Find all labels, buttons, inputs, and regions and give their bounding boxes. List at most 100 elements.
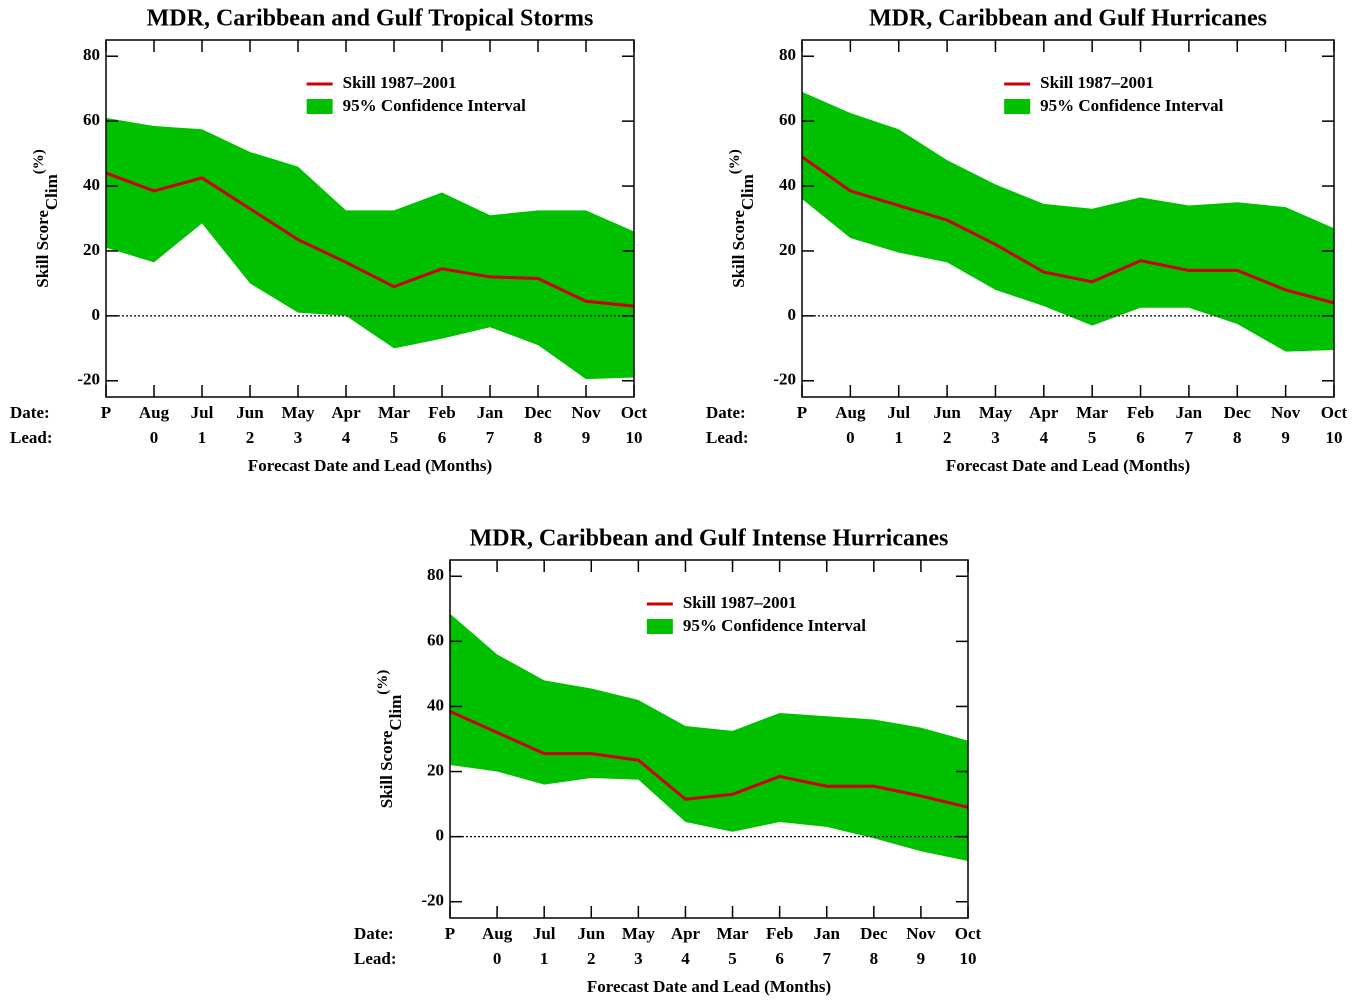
lead-label: 1 bbox=[198, 428, 207, 447]
x-tick-label: Jun bbox=[236, 403, 264, 422]
legend-label: 95% Confidence Interval bbox=[343, 96, 526, 115]
x-tick-label: May bbox=[979, 403, 1013, 422]
x-tick-label: Jan bbox=[1176, 403, 1203, 422]
x-tick-label: Jul bbox=[191, 403, 214, 422]
chart-title: MDR, Caribbean and Gulf Tropical Storms bbox=[147, 6, 594, 32]
x-axis-label: Forecast Date and Lead (Months) bbox=[248, 456, 492, 475]
lead-label: 3 bbox=[294, 428, 303, 447]
y-label-sup: (%) bbox=[727, 149, 743, 174]
lead-label: 1 bbox=[894, 428, 903, 447]
skill-line bbox=[105, 171, 635, 308]
legend-swatch bbox=[646, 619, 673, 634]
lead-label: 2 bbox=[943, 428, 952, 447]
lead-label: 0 bbox=[846, 428, 855, 447]
lead-label: 3 bbox=[634, 949, 643, 968]
lead-label: 7 bbox=[486, 428, 495, 447]
y-tick-label: 40 bbox=[427, 695, 444, 714]
confidence-band bbox=[450, 613, 968, 862]
x-tick-label: Jan bbox=[813, 924, 840, 943]
lead-label: 9 bbox=[917, 949, 926, 968]
x-tick-label: Dec bbox=[860, 924, 888, 943]
x-tick-label: Feb bbox=[1127, 403, 1154, 422]
y-label-main: Skill Score bbox=[33, 210, 52, 288]
plot-frame bbox=[801, 39, 1335, 398]
panel: -20 0 20 40 60 80 P Aug 0 Jul 1 Jun 2 May 3 Apr 4 Mar 5 Feb… bbox=[706, 6, 1348, 475]
y-tick-label: -20 bbox=[421, 891, 444, 910]
x-tick-label: Jun bbox=[578, 924, 606, 943]
lead-label: 0 bbox=[150, 428, 159, 447]
x-tick-label: Apr bbox=[331, 403, 361, 422]
y-label-sub: Clim bbox=[42, 174, 61, 210]
y-tick-label: 80 bbox=[83, 45, 100, 64]
lead-label: 3 bbox=[991, 428, 1000, 447]
x-tick-label: Mar bbox=[1076, 403, 1109, 422]
lead-label: 8 bbox=[1233, 428, 1242, 447]
y-tick-label: -20 bbox=[773, 370, 796, 389]
y-tick-label: 0 bbox=[436, 826, 445, 845]
x-axis-label: Forecast Date and Lead (Months) bbox=[946, 456, 1190, 475]
x-tick-label: May bbox=[281, 403, 315, 422]
lead-label: 2 bbox=[246, 428, 255, 447]
x-tick-label: Aug bbox=[139, 403, 170, 422]
confidence-band bbox=[106, 117, 634, 380]
date-row-label: Date: bbox=[10, 403, 50, 422]
y-label-sup: (%) bbox=[375, 670, 391, 695]
y-label-main: Skill Score bbox=[729, 210, 748, 288]
lead-label: 4 bbox=[681, 949, 690, 968]
confidence-band bbox=[802, 91, 1334, 352]
y-tick-label: 20 bbox=[427, 760, 444, 779]
x-tick-label: Oct bbox=[955, 924, 982, 943]
y-tick-label: 20 bbox=[83, 240, 100, 259]
x-tick-label: Apr bbox=[671, 924, 701, 943]
y-label-sup: (%) bbox=[31, 149, 47, 174]
x-tick-label: Nov bbox=[1271, 403, 1301, 422]
y-axis-label: Skill ScoreClim(%) bbox=[375, 670, 405, 809]
x-tick-label: Nov bbox=[571, 403, 601, 422]
plot-frame bbox=[105, 39, 635, 398]
x-tick-label: Jul bbox=[887, 403, 910, 422]
x-tick-label: P bbox=[445, 924, 455, 943]
panel: -20 0 20 40 60 80 P Aug 0 Jul 1 Jun 2 May 3 Apr 4 Mar 5 Feb… bbox=[10, 6, 648, 475]
lead-label: 2 bbox=[587, 949, 596, 968]
y-tick-label: 40 bbox=[779, 175, 796, 194]
chart-title: MDR, Caribbean and Gulf Intense Hurrican… bbox=[470, 526, 949, 552]
y-tick-label: 60 bbox=[83, 110, 100, 129]
legend-label: Skill 1987–2001 bbox=[343, 73, 457, 92]
lead-label: 10 bbox=[960, 949, 977, 968]
lead-label: 6 bbox=[438, 428, 447, 447]
lead-label: 0 bbox=[493, 949, 502, 968]
y-tick-label: 40 bbox=[83, 175, 100, 194]
lead-label: 4 bbox=[1040, 428, 1049, 447]
x-tick-label: Nov bbox=[906, 924, 936, 943]
y-tick-label: 80 bbox=[779, 45, 796, 64]
plot-frame bbox=[449, 559, 969, 919]
lead-row-label: Lead: bbox=[354, 949, 397, 968]
y-tick-label: 0 bbox=[788, 305, 797, 324]
lead-label: 1 bbox=[540, 949, 549, 968]
x-tick-label: Jun bbox=[933, 403, 961, 422]
x-tick-label: Jan bbox=[477, 403, 504, 422]
lead-label: 5 bbox=[390, 428, 399, 447]
x-tick-label: Oct bbox=[1321, 403, 1348, 422]
lead-label: 9 bbox=[582, 428, 591, 447]
x-tick-label: Feb bbox=[428, 403, 455, 422]
panel: -20 0 20 40 60 80 P Aug 0 Jul 1 Jun 2 May 3 Apr 4 Mar 5 Feb… bbox=[354, 526, 982, 996]
x-axis-label: Forecast Date and Lead (Months) bbox=[587, 977, 831, 996]
x-tick-label: Aug bbox=[482, 924, 513, 943]
lead-label: 10 bbox=[626, 428, 643, 447]
lead-label: 8 bbox=[534, 428, 543, 447]
y-axis-label: Skill ScoreClim(%) bbox=[727, 149, 757, 288]
y-tick-label: 60 bbox=[427, 630, 444, 649]
x-tick-label: Dec bbox=[524, 403, 552, 422]
lead-row-label: Lead: bbox=[10, 428, 53, 447]
y-label-main: Skill Score bbox=[377, 730, 396, 808]
legend-label: Skill 1987–2001 bbox=[683, 593, 797, 612]
y-tick-label: 0 bbox=[92, 305, 101, 324]
x-tick-label: Dec bbox=[1224, 403, 1252, 422]
x-tick-label: Mar bbox=[378, 403, 411, 422]
lead-row-label: Lead: bbox=[706, 428, 749, 447]
lead-label: 7 bbox=[822, 949, 831, 968]
lead-label: 8 bbox=[870, 949, 879, 968]
x-tick-label: Feb bbox=[766, 924, 793, 943]
